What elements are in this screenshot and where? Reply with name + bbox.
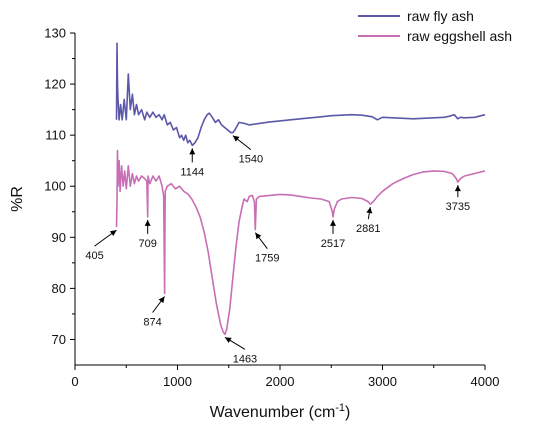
annotation-arrowhead <box>158 296 165 304</box>
annotation-label: 1463 <box>233 353 257 365</box>
x-tick-label: 2000 <box>266 374 295 389</box>
annotation-arrowhead <box>109 230 117 237</box>
annotation-label: 3735 <box>446 201 470 213</box>
series-line-2 <box>115 149 486 336</box>
series-line-1 <box>115 42 486 147</box>
x-tick-label: 4000 <box>471 374 500 389</box>
annotation-label: 2517 <box>321 238 345 250</box>
x-tick-label: 3000 <box>368 374 397 389</box>
annotation-arrowhead <box>329 219 336 226</box>
x-tick-label: 1000 <box>163 374 192 389</box>
y-tick-label: 130 <box>44 26 66 41</box>
annotation-arrowhead <box>366 207 373 214</box>
y-tick-label: 120 <box>44 77 66 92</box>
annotation-arrowhead <box>232 135 240 142</box>
y-tick-label: 100 <box>44 179 66 194</box>
annotation-arrowhead <box>189 148 196 155</box>
y-tick-label: 110 <box>45 128 66 143</box>
annotation-arrowhead <box>224 337 232 344</box>
annotation-label: 405 <box>85 250 103 262</box>
annotation-arrowhead <box>255 232 262 240</box>
y-tick-label: 70 <box>52 332 66 347</box>
y-axis-title: %R <box>9 186 26 212</box>
y-tick-label: 90 <box>52 230 66 245</box>
legend-label-2: raw eggshell ash <box>407 28 512 44</box>
legend-label-1: raw fly ash <box>407 8 474 24</box>
x-axis-title: Wavenumber (cm-1) <box>210 402 351 421</box>
annotation-label: 709 <box>138 238 156 250</box>
annotation-label: 2881 <box>356 223 380 235</box>
annotation-arrowhead <box>144 219 151 226</box>
annotation-label: 1144 <box>180 166 204 178</box>
y-tick-label: 80 <box>52 281 66 296</box>
annotation-label: 874 <box>143 316 161 328</box>
annotation-label: 1540 <box>239 154 263 166</box>
x-tick-label: 0 <box>71 374 78 389</box>
annotation-label: 1759 <box>255 253 279 265</box>
annotation-arrowhead <box>454 185 461 192</box>
